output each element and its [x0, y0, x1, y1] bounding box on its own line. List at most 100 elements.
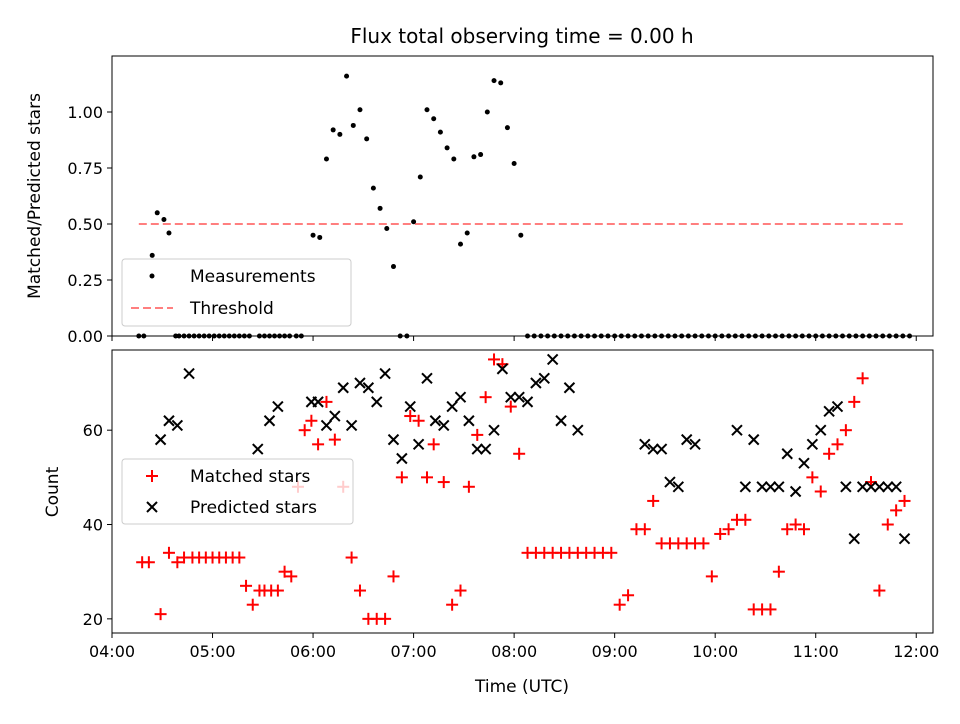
matched-star-point — [162, 546, 175, 559]
bottom-xlabel: Time (UTC) — [474, 677, 569, 697]
predicted-star-point — [272, 400, 284, 413]
bottom-xtick-label: 11:00 — [793, 642, 839, 661]
matched-star-point — [504, 400, 517, 413]
legend-matched-label: Matched stars — [190, 467, 310, 487]
measurement-point — [451, 156, 457, 162]
matched-star-point — [305, 414, 318, 427]
predicted-star-point — [163, 415, 175, 427]
matched-star-point — [739, 513, 752, 526]
matched-star-point — [412, 414, 425, 427]
measurement-point — [161, 217, 167, 223]
predicted-star-point — [312, 396, 324, 408]
matched-star-point — [831, 438, 844, 451]
measurement-point — [357, 107, 363, 113]
bottom-xtick-label: 06:00 — [290, 642, 336, 661]
measurement-point — [154, 210, 160, 216]
predicted-star-point — [454, 391, 467, 403]
predicted-star-point — [680, 433, 693, 446]
predicted-star-point — [404, 400, 416, 413]
matched-star-point — [638, 523, 651, 536]
measurement-point — [350, 122, 356, 128]
predicted-star-point — [873, 481, 886, 493]
predicted-star-point — [252, 443, 264, 455]
measurement-point — [511, 161, 517, 167]
bottom-xtick-label: 09:00 — [592, 642, 638, 661]
top-ytick-label: 0.25 — [67, 271, 103, 290]
matched-star-point — [647, 494, 660, 507]
predicted-star-point — [154, 433, 167, 446]
legend-measurements-label: Measurements — [190, 267, 316, 287]
measurement-point — [491, 78, 497, 84]
matched-star-point — [806, 471, 819, 484]
measurement-point — [464, 230, 470, 236]
measurement-point — [504, 125, 510, 131]
predicted-star-point — [773, 481, 785, 493]
matched-star-point — [271, 584, 284, 597]
top-ytick-label: 0.50 — [67, 215, 103, 234]
predicted-star-point — [362, 382, 375, 394]
predicted-star-point — [320, 419, 333, 432]
matched-star-point — [462, 480, 475, 493]
predicted-star-point — [789, 485, 802, 498]
predicted-star-point — [463, 415, 475, 427]
predicted-star-point — [538, 372, 550, 385]
predicted-star-point — [563, 382, 576, 394]
measurement-point — [498, 80, 504, 86]
bottom-xtick-label: 10:00 — [692, 642, 738, 661]
top-ytick-label: 1.00 — [67, 103, 103, 122]
chart-title: Flux total observing time = 0.00 h — [350, 24, 693, 48]
predicted-star-point — [354, 377, 366, 389]
bottom-ylabel: Count — [43, 466, 63, 517]
predicted-star-point — [739, 481, 752, 493]
matched-star-point — [240, 579, 253, 592]
matched-star-point — [298, 424, 311, 437]
matched-star-point — [722, 523, 735, 536]
matched-star-point — [379, 612, 392, 625]
predicted-star-point — [823, 405, 835, 418]
matched-star-point — [395, 471, 408, 484]
matched-star-point — [312, 438, 325, 451]
matched-star-point — [797, 523, 810, 536]
matched-star-point — [154, 608, 167, 621]
matched-star-point — [142, 556, 155, 569]
measurement-point — [411, 219, 417, 225]
bottom-ytick-label: 60 — [83, 421, 103, 440]
predicted-star-point — [479, 443, 492, 455]
predicted-star-point — [882, 481, 894, 493]
predicted-star-point — [647, 443, 659, 455]
matched-star-point — [328, 433, 341, 446]
matched-star-point — [246, 598, 259, 611]
bottom-xtick-label: 07:00 — [391, 642, 437, 661]
predicted-star-point — [329, 410, 341, 422]
predicted-star-point — [840, 481, 852, 493]
predicted-star-point — [664, 476, 676, 488]
bottom-panel: 20 40 60 04:00 05:00 06:00 07:00 08:00 09:00 10:… — [43, 349, 939, 697]
measurement-point — [484, 109, 490, 115]
predicted-star-point — [345, 419, 358, 432]
predicted-star-point — [798, 457, 810, 469]
matched-star-point — [605, 546, 618, 559]
matched-star-point — [427, 438, 440, 451]
matched-star-point — [233, 551, 246, 564]
predicted-star-point — [898, 532, 911, 545]
measurement-point — [431, 116, 437, 122]
predicted-star-point — [387, 433, 400, 446]
predicted-star-point — [171, 419, 184, 432]
measurement-point — [370, 185, 376, 191]
predicted-star-point — [421, 372, 433, 385]
predicted-star-point — [412, 438, 425, 451]
predicted-star-point — [371, 396, 383, 408]
matched-star-point — [873, 584, 886, 597]
legend-threshold-label: Threshold — [189, 299, 274, 319]
matched-star-point — [772, 565, 785, 578]
measurement-point — [458, 241, 464, 247]
measurement-point — [444, 145, 450, 151]
legend-predicted-label: Predicted stars — [190, 498, 317, 518]
predicted-star-point — [756, 481, 768, 493]
measurement-point — [424, 107, 430, 113]
bottom-xtick-label: 12:00 — [893, 642, 939, 661]
measurement-point — [337, 131, 343, 137]
top-axes-frame — [111, 55, 934, 337]
matched-star-point — [278, 565, 291, 578]
